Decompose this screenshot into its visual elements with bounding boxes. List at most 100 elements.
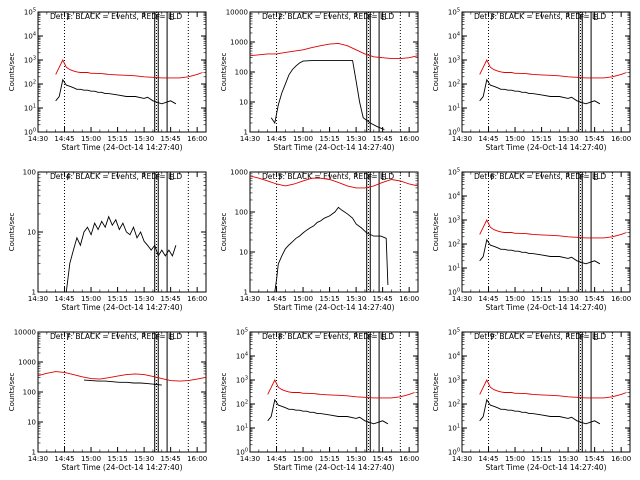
y-tick-label: 1 bbox=[32, 449, 36, 457]
y-tick-exponent: 5 bbox=[457, 8, 460, 14]
chart-title: Det 7: BLACK = Events, RED = LLD bbox=[50, 332, 182, 341]
y-tick-exponent: 2 bbox=[457, 400, 460, 406]
chart-panel-8: Det 8: BLACK = Events, RED = LLDFFE10010… bbox=[220, 328, 419, 473]
y-axis-label: Counts/sec bbox=[8, 53, 16, 92]
y-tick-label: 103 bbox=[448, 216, 460, 225]
chart-title: Det 1: BLACK = Events, RED = LLD bbox=[50, 12, 182, 21]
y-tick-label: 1000 bbox=[230, 169, 248, 177]
flare-marker-e: E bbox=[169, 333, 174, 342]
x-axis-label: Start Time (24-Oct-14 14:27:40) bbox=[61, 303, 182, 312]
y-tick-label: 1 bbox=[244, 289, 248, 297]
chart-title: Det 4: BLACK = Events, RED = LLD bbox=[50, 172, 182, 181]
x-tick-label: 15:30 bbox=[558, 455, 578, 463]
y-tick-label: 102 bbox=[448, 240, 460, 249]
y-tick-label: 104 bbox=[448, 352, 460, 361]
y-tick-label: 101 bbox=[448, 424, 460, 433]
x-tick-label: 14:30 bbox=[240, 135, 260, 143]
x-tick-label: 16:00 bbox=[611, 295, 631, 303]
lld-series-line bbox=[37, 371, 207, 382]
chart-title: Det 5: BLACK = Events, RED = LLD bbox=[262, 172, 394, 181]
x-tick-label: 15:00 bbox=[81, 135, 101, 143]
x-tick-label: 15:45 bbox=[161, 295, 181, 303]
x-tick-label: 14:45 bbox=[266, 295, 286, 303]
chart-panel-4: Det 4: BLACK = Events, RED = LLDFFE11010… bbox=[8, 169, 207, 313]
x-tick-label: 16:00 bbox=[187, 135, 207, 143]
flare-marker-f: F bbox=[67, 333, 72, 342]
y-tick-label: 1 bbox=[32, 289, 36, 297]
flare-marker-e: E bbox=[381, 333, 386, 342]
plot-frame bbox=[37, 11, 207, 133]
flare-marker-f: F bbox=[67, 173, 72, 182]
y-tick-label: 101 bbox=[448, 264, 460, 273]
y-tick-label: 102 bbox=[236, 400, 248, 409]
y-axis-label: Counts/sec bbox=[8, 213, 16, 252]
y-axis-label: Counts/sec bbox=[220, 373, 228, 412]
x-tick-label: 15:30 bbox=[134, 135, 154, 143]
x-tick-label: 14:30 bbox=[240, 295, 260, 303]
y-tick-label: 104 bbox=[236, 352, 248, 361]
y-axis-label: Counts/sec bbox=[8, 373, 16, 412]
x-tick-label: 15:45 bbox=[373, 295, 393, 303]
y-tick-label: 10 bbox=[27, 229, 36, 237]
flare-marker-e: E bbox=[593, 333, 598, 342]
flare-marker-e: E bbox=[593, 13, 598, 22]
y-tick-exponent: 2 bbox=[245, 400, 248, 406]
x-tick-label: 16:00 bbox=[611, 135, 631, 143]
x-tick-label: 15:15 bbox=[319, 455, 339, 463]
x-tick-label: 15:45 bbox=[373, 455, 393, 463]
x-tick-label: 15:45 bbox=[585, 295, 605, 303]
x-tick-label: 15:30 bbox=[346, 135, 366, 143]
chart-panel-7: Det 7: BLACK = Events, RED = LLDFFE11010… bbox=[8, 329, 207, 473]
y-tick-label: 10 bbox=[27, 419, 36, 427]
chart-panel-3: Det 3: BLACK = Events, RED = LLDFFE10010… bbox=[432, 8, 631, 153]
flare-marker-f: F bbox=[279, 13, 284, 22]
x-tick-label: 14:30 bbox=[28, 135, 48, 143]
lld-series-line bbox=[267, 378, 415, 399]
lld-series-line bbox=[479, 58, 627, 79]
x-tick-label: 15:15 bbox=[107, 455, 127, 463]
y-tick-exponent: 2 bbox=[457, 240, 460, 246]
x-axis-label: Start Time (24-Oct-14 14:27:40) bbox=[273, 143, 394, 152]
x-tick-label: 14:30 bbox=[452, 455, 472, 463]
x-tick-label: 15:15 bbox=[107, 295, 127, 303]
x-tick-label: 15:15 bbox=[531, 295, 551, 303]
y-tick-label: 10 bbox=[239, 99, 248, 107]
chart-panel-1: Det 1: BLACK = Events, RED = LLDFFE10010… bbox=[8, 8, 207, 153]
plot-frame bbox=[461, 331, 631, 453]
x-axis-label: Start Time (24-Oct-14 14:27:40) bbox=[273, 463, 394, 472]
flare-marker-f: F bbox=[279, 333, 284, 342]
y-tick-label: 102 bbox=[448, 80, 460, 89]
x-tick-label: 15:45 bbox=[585, 455, 605, 463]
y-tick-label: 105 bbox=[24, 8, 36, 17]
y-tick-exponent: 0 bbox=[457, 128, 460, 134]
y-tick-label: 1 bbox=[244, 129, 248, 137]
flare-marker-f: F bbox=[67, 13, 72, 22]
y-tick-exponent: 5 bbox=[457, 328, 460, 334]
y-tick-label: 100 bbox=[24, 128, 36, 137]
x-tick-label: 15:45 bbox=[373, 135, 393, 143]
x-axis-label: Start Time (24-Oct-14 14:27:40) bbox=[61, 463, 182, 472]
y-tick-label: 103 bbox=[448, 376, 460, 385]
x-tick-label: 15:00 bbox=[293, 455, 313, 463]
chart-panel-6: Det 6: BLACK = Events, RED = LLDFFE10010… bbox=[432, 168, 631, 313]
x-axis-label: Start Time (24-Oct-14 14:27:40) bbox=[485, 303, 606, 312]
x-tick-label: 14:45 bbox=[266, 455, 286, 463]
y-tick-label: 10000 bbox=[14, 329, 36, 337]
x-tick-label: 14:45 bbox=[478, 135, 498, 143]
y-tick-label: 100 bbox=[235, 69, 248, 77]
y-axis-label: Counts/sec bbox=[432, 373, 440, 412]
chart-panel-2: Det 2: BLACK = Events, RED = LLDFFE11010… bbox=[220, 9, 419, 153]
y-tick-label: 102 bbox=[24, 80, 36, 89]
y-tick-exponent: 1 bbox=[457, 424, 460, 430]
x-tick-label: 15:30 bbox=[558, 295, 578, 303]
x-tick-label: 15:00 bbox=[505, 455, 525, 463]
lld-series-line bbox=[479, 378, 627, 399]
y-tick-exponent: 0 bbox=[245, 448, 248, 454]
y-tick-label: 105 bbox=[236, 328, 248, 337]
y-tick-exponent: 1 bbox=[457, 104, 460, 110]
y-tick-label: 103 bbox=[448, 56, 460, 65]
y-tick-label: 103 bbox=[236, 376, 248, 385]
y-tick-label: 100 bbox=[23, 169, 36, 177]
